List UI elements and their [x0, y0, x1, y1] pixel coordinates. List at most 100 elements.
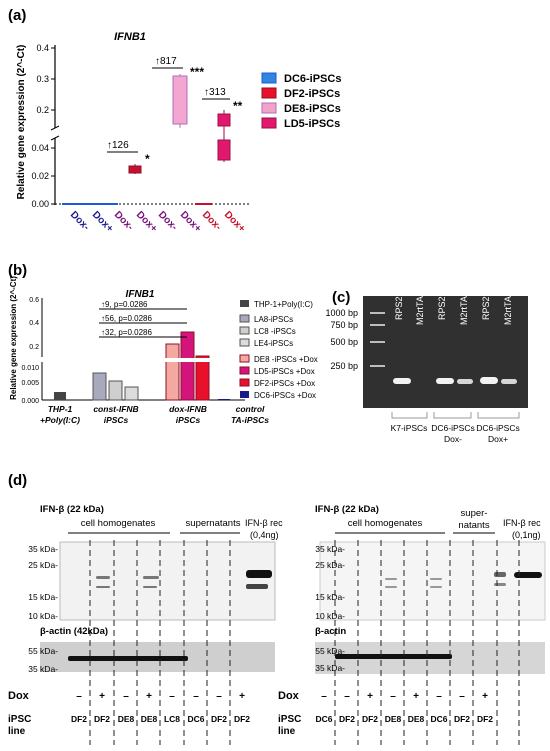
mw-marker: 55 kDa-: [315, 646, 345, 656]
dox-sign: –: [436, 691, 442, 702]
axis-break-gap: [40, 358, 250, 362]
bar-la8: [92, 372, 107, 401]
group-label: iPSCs: [104, 415, 129, 425]
y-tick-label: 0.6: [29, 297, 39, 304]
blot-left: IFN-β (22 kDa) cell homogenates supernat…: [8, 504, 283, 745]
group-label: THP-1: [48, 404, 73, 414]
dox-sign: +: [367, 691, 373, 702]
blot-band: [385, 578, 397, 580]
legend-label: DF2-iPSCs +Dox: [254, 379, 315, 388]
line-name: DC6: [315, 714, 332, 724]
actin-band: [68, 656, 188, 661]
dox-sign: –: [123, 691, 129, 702]
x-tick-label: Dox+: [90, 209, 115, 234]
blot-membrane: [319, 541, 546, 621]
gel-group-label: DC6-iPSCs: [476, 423, 519, 433]
x-tick-label: Dox-: [200, 209, 224, 233]
group-label: iPSCs: [176, 415, 201, 425]
legend-swatch-ld5: [261, 117, 277, 129]
legend-swatch-df2: [261, 87, 277, 99]
mw-marker: 10 kDa-: [28, 611, 58, 621]
blot-band-rec: [494, 583, 506, 586]
gel-band: [501, 379, 517, 384]
supernatants-label: natants: [458, 520, 489, 531]
y-tick-label: 0.02: [31, 171, 49, 181]
bar-le4: [124, 386, 139, 401]
x-tick-label: Dox-: [112, 209, 136, 233]
annotation-32: ↑32, p=0.0286: [101, 328, 152, 337]
line-name: DE8: [141, 714, 158, 724]
rec-label: IFN-β rec: [503, 518, 541, 528]
blot-band: [143, 586, 157, 588]
mw-marker: 55 kDa-: [28, 646, 58, 656]
bar-de8: [165, 343, 180, 401]
dox-sign: +: [99, 691, 105, 702]
legend-label: LD5-iPSCs +Dox: [254, 367, 315, 376]
rec-amount: (0,4ng): [250, 530, 279, 540]
panel-c-label: (c): [332, 289, 350, 306]
x-tick-label: Dox+: [134, 209, 159, 234]
blot-band-rec: [494, 572, 506, 577]
supernatants-label: super-: [461, 508, 488, 519]
actin-band: [335, 654, 452, 659]
y-tick-label: 0.04: [31, 143, 49, 153]
panel-a-title: IFNB1: [114, 31, 146, 43]
legend-swatch-de8: [261, 102, 277, 114]
ladder-label: 750 bp: [330, 320, 358, 330]
blot-right: IFN-β (22 kDa) cell homogenates super- n…: [278, 504, 546, 745]
lane-label: RPS29: [481, 291, 491, 320]
legend-label: DE8-iPSCs: [284, 103, 341, 115]
line-name: DC6: [187, 714, 204, 724]
panel-b-title: IFNB1: [126, 289, 155, 300]
line-name: DF2: [234, 714, 250, 724]
line-name: DF2: [477, 714, 493, 724]
panel-a-y-label: Relative gene expression (2^-Ct): [16, 45, 27, 200]
x-tick-label: Dox+: [178, 209, 203, 234]
ladder-label: 1000 bp: [325, 308, 358, 318]
mw-marker: 35 kDa-: [28, 664, 58, 674]
box-de8-dox-plus: [172, 75, 188, 125]
mw-marker: 35 kDa-: [28, 544, 58, 554]
mw-marker: 25 kDa-: [28, 560, 58, 570]
bar-lc8: [108, 380, 123, 401]
dox-sign: +: [413, 691, 419, 702]
group-label: control: [236, 404, 265, 414]
panel-a-axis-break: [50, 125, 60, 131]
line-row-label: iPSC: [8, 714, 31, 725]
actin-title: β-actin (42kDa): [40, 626, 108, 637]
dox-sign: –: [216, 691, 222, 702]
line-row-label: iPSC: [278, 714, 301, 725]
panel-b-y-label: Relative gene expression (2^-Ct): [9, 276, 18, 400]
gel-band: [480, 377, 498, 384]
bar-dc6: [218, 399, 230, 400]
dox-row-label: Dox: [8, 690, 30, 702]
line-row-label: line: [278, 726, 296, 737]
blot-band: [96, 576, 110, 579]
legend-swatch-dc6: [261, 72, 277, 84]
line-name: DE8: [118, 714, 135, 724]
gel-group-label: DC6-iPSCs: [431, 423, 474, 433]
panel-d-label: (d): [8, 472, 27, 489]
annotation-star: *: [145, 152, 150, 166]
legend-label: LE4-iPSCs: [254, 339, 293, 348]
lane-label: M2rtTA: [459, 296, 469, 325]
blot-band-rec: [246, 584, 268, 589]
y-tick-label: 0.2: [36, 105, 49, 115]
annotation-56: ↑56, p=0.0286: [101, 314, 152, 323]
lane-label: M2rtTA: [415, 296, 425, 325]
line-name: DF2: [94, 714, 110, 724]
group-label: dox-IFNB: [169, 404, 207, 414]
y-tick-label: 0.00: [31, 199, 49, 209]
gel-group-label: K7-iPSCs: [391, 423, 428, 433]
mw-marker: 10 kDa-: [315, 611, 345, 621]
annotation-313: ↑313: [204, 87, 226, 98]
legend-label: LD5-iPSCs: [284, 118, 340, 130]
annotation-stars: **: [233, 99, 243, 113]
mw-marker: 25 kDa-: [315, 560, 345, 570]
y-tick-label: 0.3: [36, 74, 49, 84]
group-label: +Poly(I:C): [40, 415, 80, 425]
bar-df2: [195, 355, 210, 401]
group-label: const-IFNB: [93, 404, 138, 414]
mw-marker: 15 kDa-: [28, 592, 58, 602]
